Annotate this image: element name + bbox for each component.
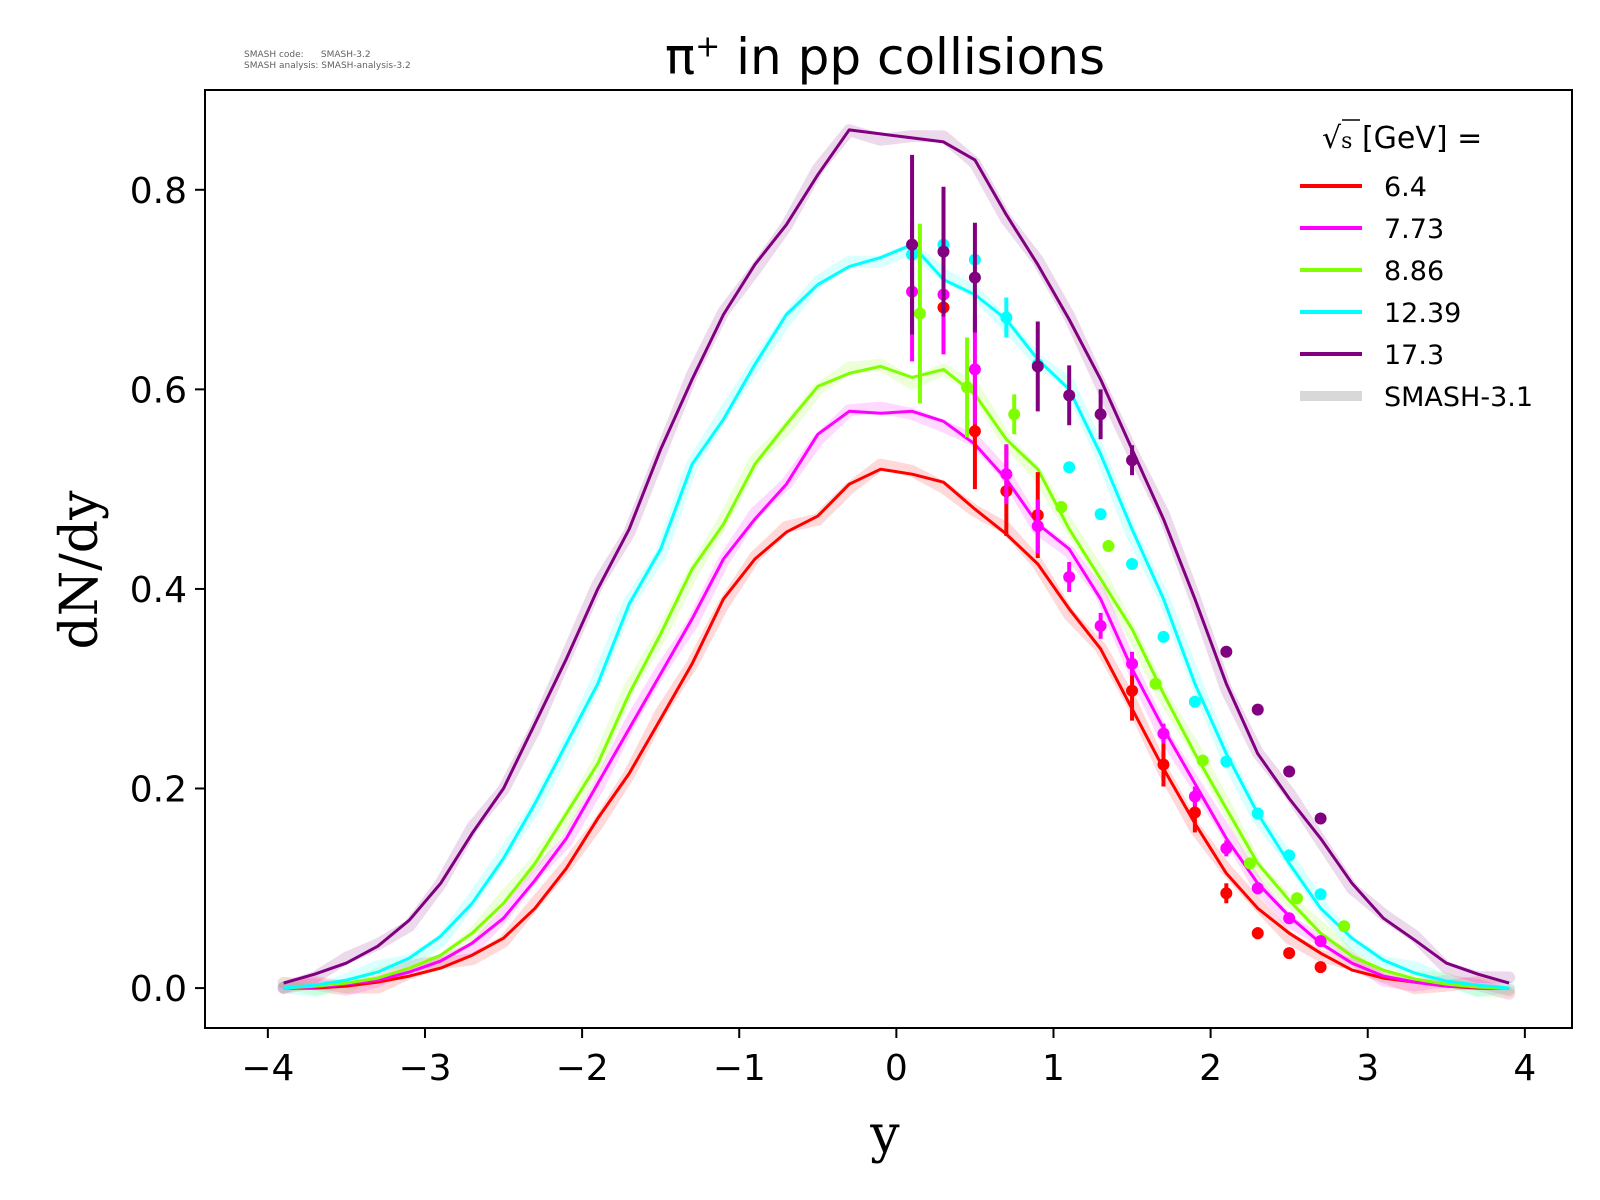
reference-band-6.4 [277, 458, 1516, 996]
data-point [1291, 892, 1304, 905]
data-point [1102, 540, 1115, 553]
series-lines [283, 128, 1510, 990]
data-point [1000, 468, 1013, 481]
data-point [1220, 887, 1233, 900]
data-point [1126, 454, 1139, 467]
data-point [1063, 570, 1076, 583]
data-point [1157, 727, 1170, 740]
data-point [1126, 684, 1139, 697]
data-point [1314, 888, 1327, 901]
chart-title-particle: π [664, 28, 696, 86]
data-point [1126, 657, 1139, 670]
legend-header: √s [GeV] = [1322, 121, 1482, 156]
data-point [1314, 961, 1327, 974]
series-line-12.39 [283, 243, 1510, 990]
data-point [1188, 806, 1201, 819]
legend-label-8.86: 8.86 [1384, 256, 1444, 287]
data-point [1338, 920, 1351, 933]
data-point [1196, 754, 1209, 767]
watermark-analysis-line: SMASH analysis: SMASH-analysis-3.2 [244, 61, 411, 71]
x-axis-label: y [870, 1105, 900, 1165]
data-point [968, 363, 981, 376]
x-tick-label: 3 [1356, 1048, 1379, 1089]
data-point [1031, 520, 1044, 533]
data-point [1283, 849, 1296, 862]
data-point [1251, 807, 1264, 820]
data-point [968, 425, 981, 438]
data-point [906, 238, 919, 251]
data-point [1157, 758, 1170, 771]
data-point [1243, 857, 1256, 870]
data-point [1094, 508, 1107, 521]
data-point [961, 381, 974, 394]
x-tick-label: −1 [713, 1048, 766, 1089]
data-point [1251, 703, 1264, 716]
series-line-7.73 [283, 409, 1510, 990]
data-point [1251, 927, 1264, 940]
legend-label-12.39: 12.39 [1384, 298, 1461, 329]
x-tick-label: −3 [398, 1048, 451, 1089]
legend-label-17.3: 17.3 [1384, 340, 1444, 371]
data-point [937, 245, 950, 258]
series-line-6.4 [283, 467, 1510, 990]
x-tick-label: −4 [241, 1048, 294, 1089]
data-point [1008, 408, 1021, 421]
data-point [1157, 630, 1170, 643]
data-point [1063, 461, 1076, 474]
x-tick-label: −2 [556, 1048, 609, 1089]
series-line-17.3 [283, 128, 1510, 985]
legend-label-7.73: 7.73 [1384, 214, 1444, 245]
y-tick-label: 0.4 [130, 570, 187, 611]
data-point [1055, 501, 1068, 514]
data-point [1094, 408, 1107, 421]
data-point [1314, 935, 1327, 948]
y-tick-label: 0.8 [130, 171, 187, 212]
plot-frame [204, 89, 1573, 1029]
x-tick-label: 2 [1199, 1048, 1222, 1089]
data-point [1188, 790, 1201, 803]
data-point [1220, 842, 1233, 855]
axis-ticks: −4 −3 −2 −1 0 1 2 3 4 0.0 0.2 0.4 0.6 0.8 [130, 171, 1537, 1089]
data-point [913, 307, 926, 320]
legend: √s [GeV] = 6.4 7.73 8.86 12.39 17.3 SMASH-3.1 [1300, 119, 1533, 413]
data-point [1126, 557, 1139, 570]
chart-title-text: in pp collisions [720, 28, 1105, 86]
data-point [1000, 311, 1013, 324]
chart-title: π+ in pp collisions [200, 28, 1570, 86]
data-point [1251, 882, 1264, 895]
smash-version-watermark: SMASH code: SMASH-3.2 SMASH analysis: SM… [244, 50, 411, 72]
data-point [1314, 812, 1327, 825]
x-tick-label: 0 [885, 1048, 908, 1089]
data-point [1031, 360, 1044, 373]
data-point [1149, 677, 1162, 690]
series-line-8.86 [283, 364, 1510, 990]
legend-label-6.4: 6.4 [1384, 172, 1427, 203]
data-point [968, 271, 981, 284]
reference-band-12.39 [277, 242, 1516, 998]
watermark-code-line: SMASH code: SMASH-3.2 [244, 50, 371, 60]
data-point [1283, 912, 1296, 925]
data-point [1188, 695, 1201, 708]
data-point [1220, 755, 1233, 768]
x-tick-label: 1 [1042, 1048, 1065, 1089]
data-point [1283, 947, 1296, 960]
data-point [1063, 389, 1076, 402]
data-point [1220, 645, 1233, 658]
legend-label-reference: SMASH-3.1 [1384, 382, 1533, 413]
chart-title-charge: + [695, 29, 721, 65]
y-tick-label: 0.2 [130, 770, 187, 811]
x-tick-label: 4 [1513, 1048, 1536, 1089]
data-points [906, 154, 1351, 974]
y-tick-label: 0.0 [130, 969, 187, 1010]
reference-bands [277, 124, 1516, 1000]
data-point [1283, 765, 1296, 778]
y-tick-label: 0.6 [130, 370, 187, 411]
data-point [1094, 619, 1107, 632]
